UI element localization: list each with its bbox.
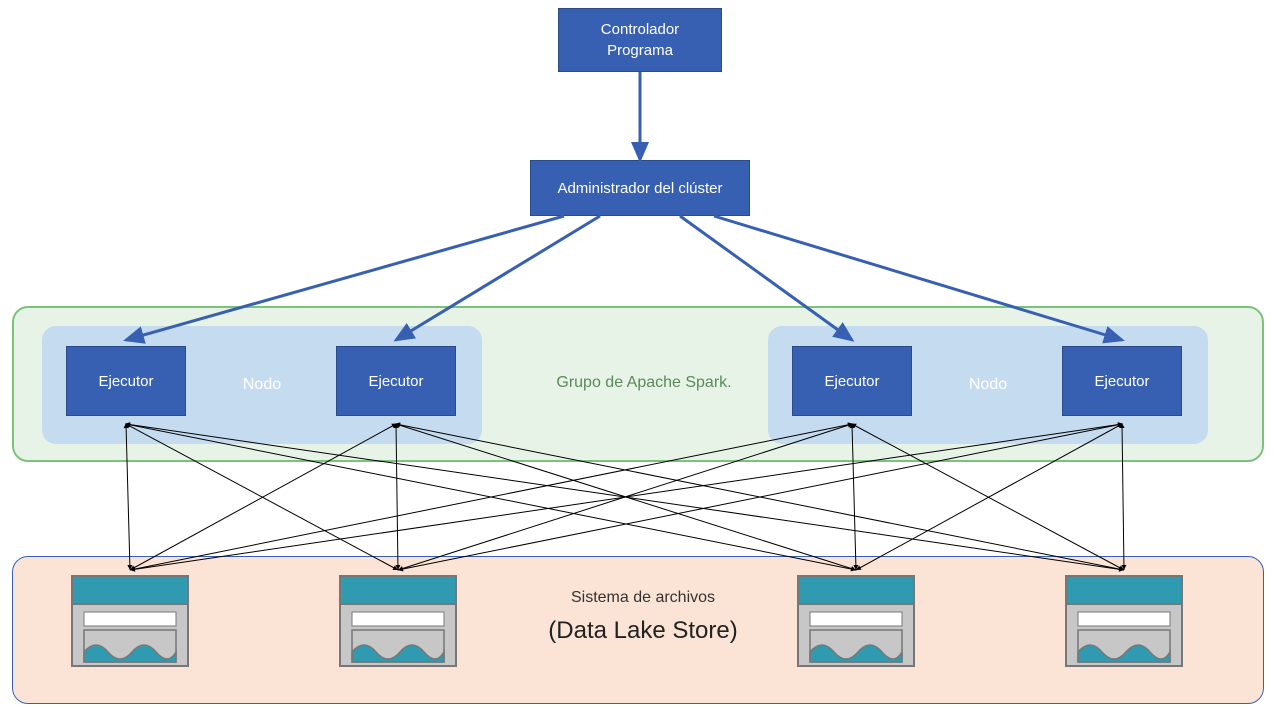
controller-box: Controlador Programa	[558, 8, 722, 72]
storage-icon-3	[796, 574, 916, 669]
executor-box-4: Ejecutor	[1062, 346, 1182, 416]
node-label-1: Nodo	[232, 370, 292, 400]
datalake-label: (Data Lake Store)	[493, 615, 793, 647]
cluster-admin-box: Administrador del clúster	[530, 160, 750, 216]
controller-line1: Controlador	[601, 19, 679, 40]
storage-icon-4	[1064, 574, 1184, 669]
executor-box-1: Ejecutor	[66, 346, 186, 416]
spark-pool-label: Grupo de Apache Spark.	[514, 368, 774, 398]
node-label-2: Nodo	[958, 370, 1018, 400]
storage-icon-2	[338, 574, 458, 669]
executor-box-2: Ejecutor	[336, 346, 456, 416]
controller-line2: Programa	[607, 40, 673, 61]
storage-icon-1	[70, 574, 190, 669]
executor-box-3: Ejecutor	[792, 346, 912, 416]
filesystem-label: Sistema de archivos	[493, 585, 793, 611]
